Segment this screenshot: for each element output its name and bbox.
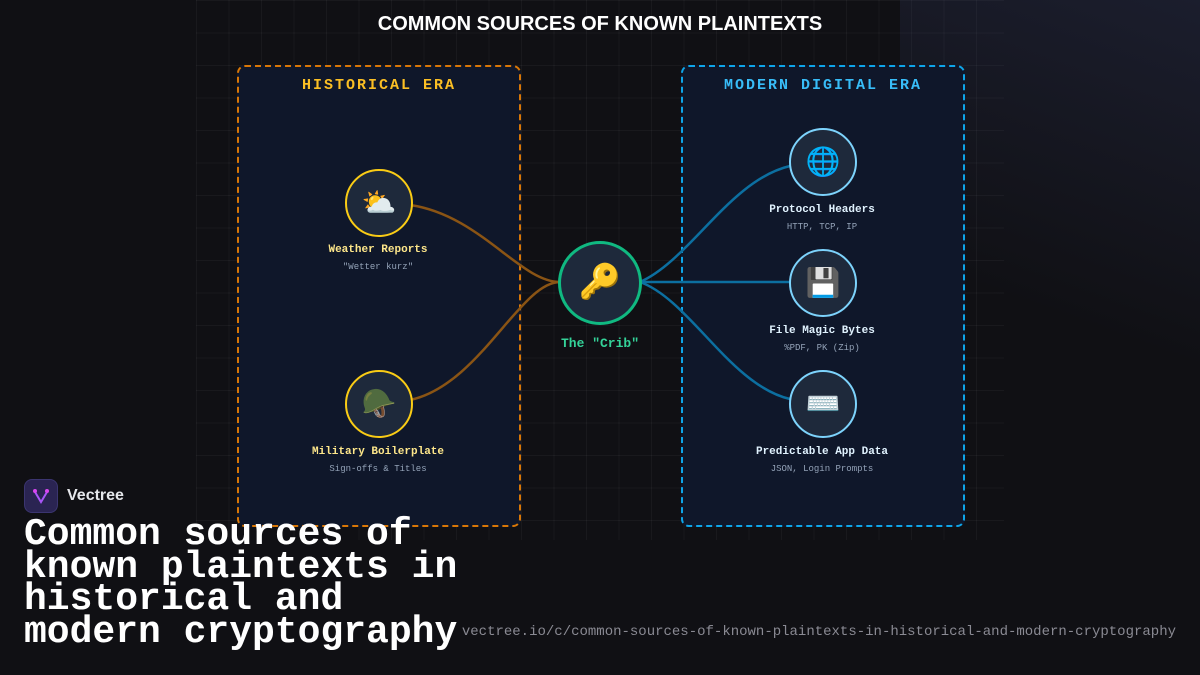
key-icon: 🔑	[558, 241, 642, 325]
modern-era-label: MODERN DIGITAL ERA	[723, 77, 923, 94]
protocol-headers-label: Protocol Headers	[769, 204, 875, 216]
file-magic-bytes-label: File Magic Bytes	[769, 325, 875, 337]
connector-weather	[409, 203, 561, 284]
military-boilerplate-sub: Sign-offs & Titles	[329, 464, 427, 474]
protocol-headers-sub: HTTP, TCP, IP	[786, 222, 858, 232]
brand-name: Vectree	[67, 487, 124, 504]
vectree-logo-icon	[24, 479, 58, 513]
keyboard-icon: ⌨️	[789, 370, 857, 438]
military-boilerplate-label: Military Boilerplate	[311, 446, 445, 458]
brand: Vectree	[24, 479, 124, 513]
historical-era-panel: HISTORICAL ERA	[237, 65, 521, 527]
historical-era-label: HISTORICAL ERA	[301, 77, 457, 94]
predictable-app-data-label: Predictable App Data	[755, 446, 889, 458]
diagram-title: COMMON SOURCES OF KNOWN PLAINTEXTS	[377, 13, 823, 35]
file-magic-bytes-sub: %PDF, PK (Zip)	[784, 343, 860, 353]
floppy-disk-icon: 💾	[789, 249, 857, 317]
globe-icon: 🌐	[789, 128, 857, 196]
weather-reports-sub: "Wetter kurz"	[342, 262, 414, 272]
crib-label: The "Crib"	[560, 336, 639, 351]
page-url[interactable]: vectree.io/c/common-sources-of-known-pla…	[461, 624, 1176, 640]
weather-reports-label: Weather Reports	[328, 244, 428, 256]
connector-app	[639, 280, 791, 401]
headline: Common sources of known plaintexts in hi…	[24, 513, 458, 654]
predictable-app-data-sub: JSON, Login Prompts	[770, 464, 874, 474]
connector-military	[409, 280, 561, 402]
sun-behind-cloud-icon: ⛅	[345, 169, 413, 237]
military-helmet-icon: 🪖	[345, 370, 413, 438]
connector-protocol	[639, 164, 791, 284]
